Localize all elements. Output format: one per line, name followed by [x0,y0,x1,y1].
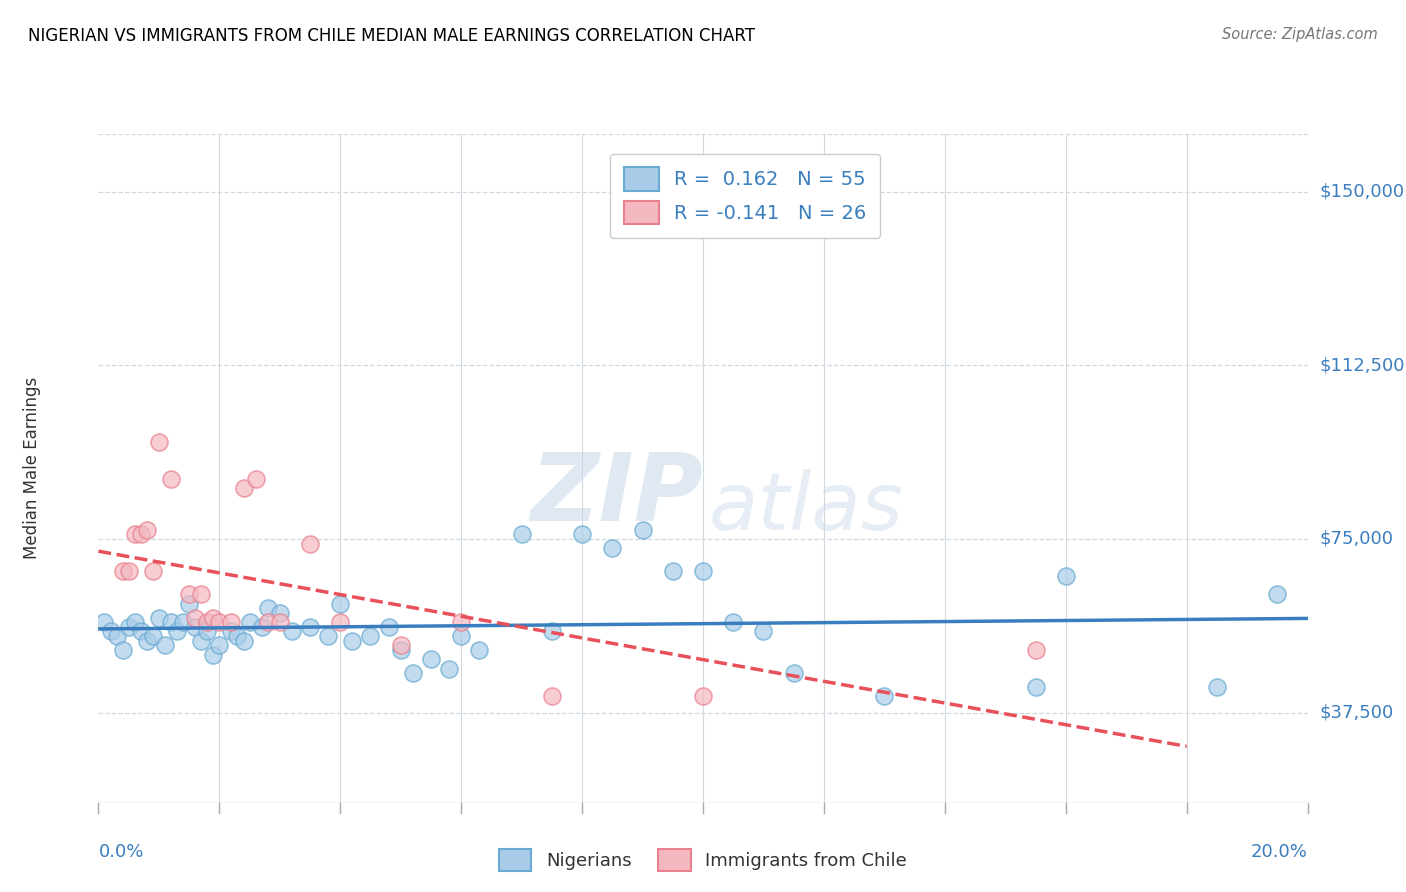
Point [571,527,593,541]
Text: 20.0%: 20.0% [1251,843,1308,861]
Point [1206,680,1229,694]
Text: $37,500: $37,500 [1320,704,1393,722]
Legend: Nigerians, Immigrants from Chile: Nigerians, Immigrants from Chile [492,842,914,879]
Point [752,624,775,639]
Point [100,624,122,639]
Point [329,615,352,630]
Text: $150,000: $150,000 [1320,183,1405,201]
Point [166,624,188,639]
Point [540,624,562,639]
Point [160,615,183,630]
Text: Median Male Earnings: Median Male Earnings [22,377,41,559]
Point [111,564,134,578]
Point [208,615,231,630]
Point [135,523,157,537]
Point [468,643,491,657]
Point [1054,569,1077,583]
Point [256,601,278,615]
Point [148,610,170,624]
Point [299,620,322,634]
Point [129,624,152,639]
Point [129,527,152,541]
Point [195,624,218,639]
Point [177,597,201,611]
Point [437,661,460,675]
Point [389,643,412,657]
Text: $75,000: $75,000 [1320,530,1393,548]
Point [250,620,273,634]
Point [661,564,683,578]
Text: $112,500: $112,500 [1320,356,1405,375]
Point [190,633,212,648]
Point [148,434,170,449]
Point [342,633,364,648]
Point [184,610,207,624]
Point [1265,587,1288,601]
Point [111,643,134,657]
Point [782,666,804,681]
Point [299,536,322,550]
Text: ZIP: ZIP [530,449,703,541]
Point [118,620,141,634]
Point [118,564,141,578]
Point [172,615,194,630]
Point [124,527,146,541]
Point [721,615,744,630]
Text: atlas: atlas [709,469,904,548]
Point [226,629,249,643]
Point [540,690,562,704]
Point [1024,680,1046,694]
Point [377,620,399,634]
Point [195,615,218,630]
Point [450,615,472,630]
Point [124,615,146,630]
Point [202,610,225,624]
Point [389,639,412,653]
Point [692,690,714,704]
Point [105,629,128,643]
Point [142,564,165,578]
Point [419,652,441,666]
Point [208,639,231,653]
Point [245,472,267,486]
Point [510,527,533,541]
Point [1024,643,1046,657]
Point [329,597,352,611]
Point [190,587,212,601]
Point [153,639,176,653]
Legend: R =  0.162   N = 55, R = -0.141   N = 26: R = 0.162 N = 55, R = -0.141 N = 26 [610,153,880,238]
Point [316,629,339,643]
Point [631,523,654,537]
Point [873,690,896,704]
Point [450,629,472,643]
Point [402,666,425,681]
Point [232,633,254,648]
Point [269,615,291,630]
Point [602,541,624,556]
Text: NIGERIAN VS IMMIGRANTS FROM CHILE MEDIAN MALE EARNINGS CORRELATION CHART: NIGERIAN VS IMMIGRANTS FROM CHILE MEDIAN… [28,27,755,45]
Point [256,615,278,630]
Text: Source: ZipAtlas.com: Source: ZipAtlas.com [1222,27,1378,42]
Point [135,633,157,648]
Point [221,615,243,630]
Text: 0.0%: 0.0% [98,843,143,861]
Point [221,624,243,639]
Point [142,629,165,643]
Point [177,587,201,601]
Point [239,615,262,630]
Point [184,620,207,634]
Point [202,648,225,662]
Point [692,564,714,578]
Point [281,624,304,639]
Point [93,615,115,630]
Point [269,606,291,620]
Point [232,481,254,495]
Point [160,472,183,486]
Point [360,629,382,643]
